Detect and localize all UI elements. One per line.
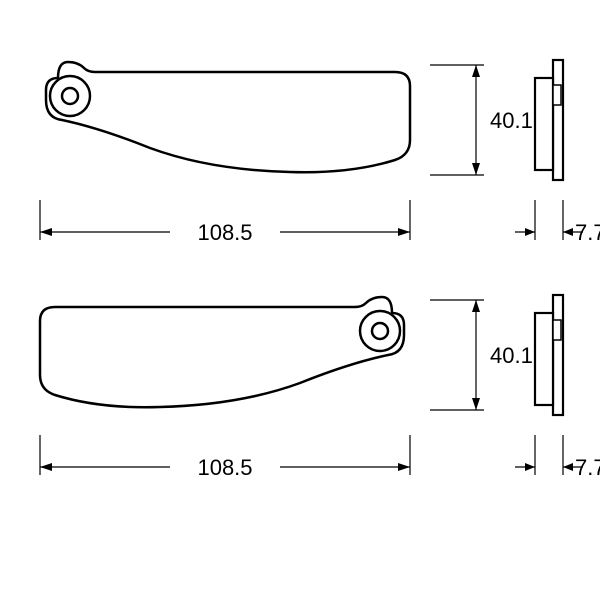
dim-top-width: 108.5 bbox=[40, 200, 410, 245]
pad-bottom-side bbox=[535, 295, 563, 415]
dim-bottom-width-label: 108.5 bbox=[197, 455, 252, 480]
pad-top-front bbox=[46, 62, 410, 172]
pad-top-side bbox=[535, 60, 563, 180]
dim-top-thickness: 7.7 bbox=[515, 200, 600, 245]
dim-bottom-thickness: 7.7 bbox=[515, 435, 600, 480]
mounting-hole bbox=[62, 88, 78, 104]
brake-pad-dimension-diagram: 108.5 40.1 7.7 108.5 bbox=[0, 0, 600, 600]
dim-bottom-thick-label: 7.7 bbox=[575, 455, 600, 480]
dim-top-height-label: 40.1 bbox=[490, 108, 533, 133]
dim-bottom-height: 40.1 bbox=[430, 300, 533, 410]
dim-top-thick-label: 7.7 bbox=[575, 220, 600, 245]
pad-bottom-front bbox=[40, 297, 404, 407]
dim-bottom-height-label: 40.1 bbox=[490, 343, 533, 368]
dim-bottom-width: 108.5 bbox=[40, 435, 410, 480]
mounting-hole bbox=[372, 323, 388, 339]
dim-top-height: 40.1 bbox=[430, 65, 533, 175]
dim-top-width-label: 108.5 bbox=[197, 220, 252, 245]
